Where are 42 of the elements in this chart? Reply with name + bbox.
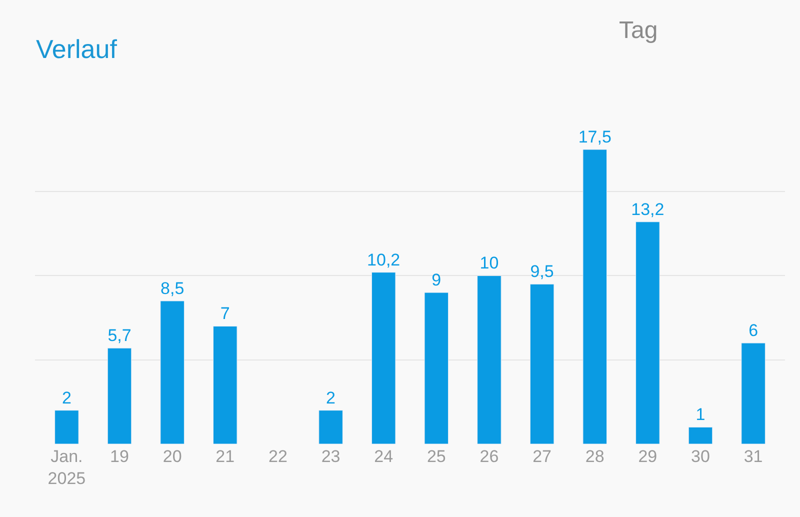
x-tick-label: 20 xyxy=(162,447,182,466)
bar xyxy=(582,149,607,444)
data-label: 5,7 xyxy=(108,326,132,346)
bar xyxy=(741,342,766,444)
data-label: 10,2 xyxy=(367,250,400,270)
bar xyxy=(160,300,184,444)
bar xyxy=(424,292,449,444)
data-label: 2 xyxy=(62,388,72,408)
data-label: 1 xyxy=(696,405,706,424)
x-tick-label: 22 xyxy=(268,447,288,466)
x-tick-label: 23 xyxy=(321,447,340,466)
bar xyxy=(318,410,343,444)
x-tick-label: 26 xyxy=(480,447,499,466)
x-tick-label: 28 xyxy=(585,447,604,466)
data-label: 9 xyxy=(432,270,442,290)
data-label: 9,5 xyxy=(530,262,554,282)
bar xyxy=(107,348,132,444)
bar xyxy=(477,275,502,444)
data-label: 10 xyxy=(480,254,499,273)
bar xyxy=(213,326,238,444)
data-label: 17,5 xyxy=(578,128,612,146)
x-tick-label: Jan. 2025 xyxy=(48,447,86,488)
x-tick-label: 30 xyxy=(691,447,710,466)
bar xyxy=(636,222,660,444)
data-label: 6 xyxy=(748,321,758,340)
text: Tag xyxy=(619,17,658,44)
data-label: 8,5 xyxy=(160,278,184,298)
bar xyxy=(54,410,79,444)
bar xyxy=(371,272,396,444)
data-label: 2 xyxy=(326,388,336,408)
bar xyxy=(688,426,713,444)
bar xyxy=(530,284,554,444)
x-tick-label: 31 xyxy=(744,447,763,466)
chart-title: Verlauf xyxy=(36,34,118,64)
x-tick-label: 24 xyxy=(374,447,394,466)
x-tick-label: 27 xyxy=(532,447,552,466)
data-label: 13,2 xyxy=(631,200,664,219)
data-label: 7 xyxy=(220,304,230,324)
x-tick-label: 21 xyxy=(216,447,235,466)
x-tick-label: 19 xyxy=(110,447,129,466)
x-tick-label: 29 xyxy=(638,447,658,466)
x-tick-label: 25 xyxy=(426,447,446,466)
